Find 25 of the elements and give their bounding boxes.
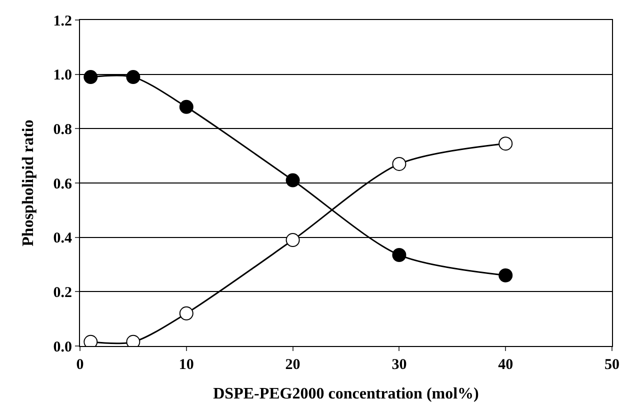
x-tick-label: 50	[604, 357, 620, 373]
y-tick-label: 0.2	[53, 284, 72, 301]
y-tick-label: 0.0	[53, 339, 72, 356]
point	[498, 136, 513, 151]
x-tick-label: 20	[285, 357, 300, 373]
point	[179, 306, 194, 320]
point	[126, 70, 140, 84]
x-tick-label: 0	[76, 357, 84, 373]
y-tick-label: 0.8	[53, 122, 72, 138]
y-axis-title: Phospholipid ratio	[20, 120, 38, 246]
y-tick-label: 0.6	[53, 176, 72, 192]
x-tick-label: 40	[498, 357, 514, 373]
point	[179, 100, 194, 114]
point	[392, 156, 406, 171]
point	[498, 268, 513, 282]
point	[286, 173, 300, 188]
x-axis-title: DSPE-PEG2000 concentration (mol%)	[213, 386, 479, 403]
point	[286, 233, 300, 248]
point	[84, 70, 98, 84]
x-tick-label: 30	[392, 357, 407, 373]
y-tick-label: 1.2	[53, 13, 72, 30]
x-tick-label: 10	[178, 357, 194, 373]
point	[392, 248, 406, 262]
y-tick-label: 1.0	[53, 68, 72, 84]
y-tick-label: 0.4	[53, 230, 72, 247]
